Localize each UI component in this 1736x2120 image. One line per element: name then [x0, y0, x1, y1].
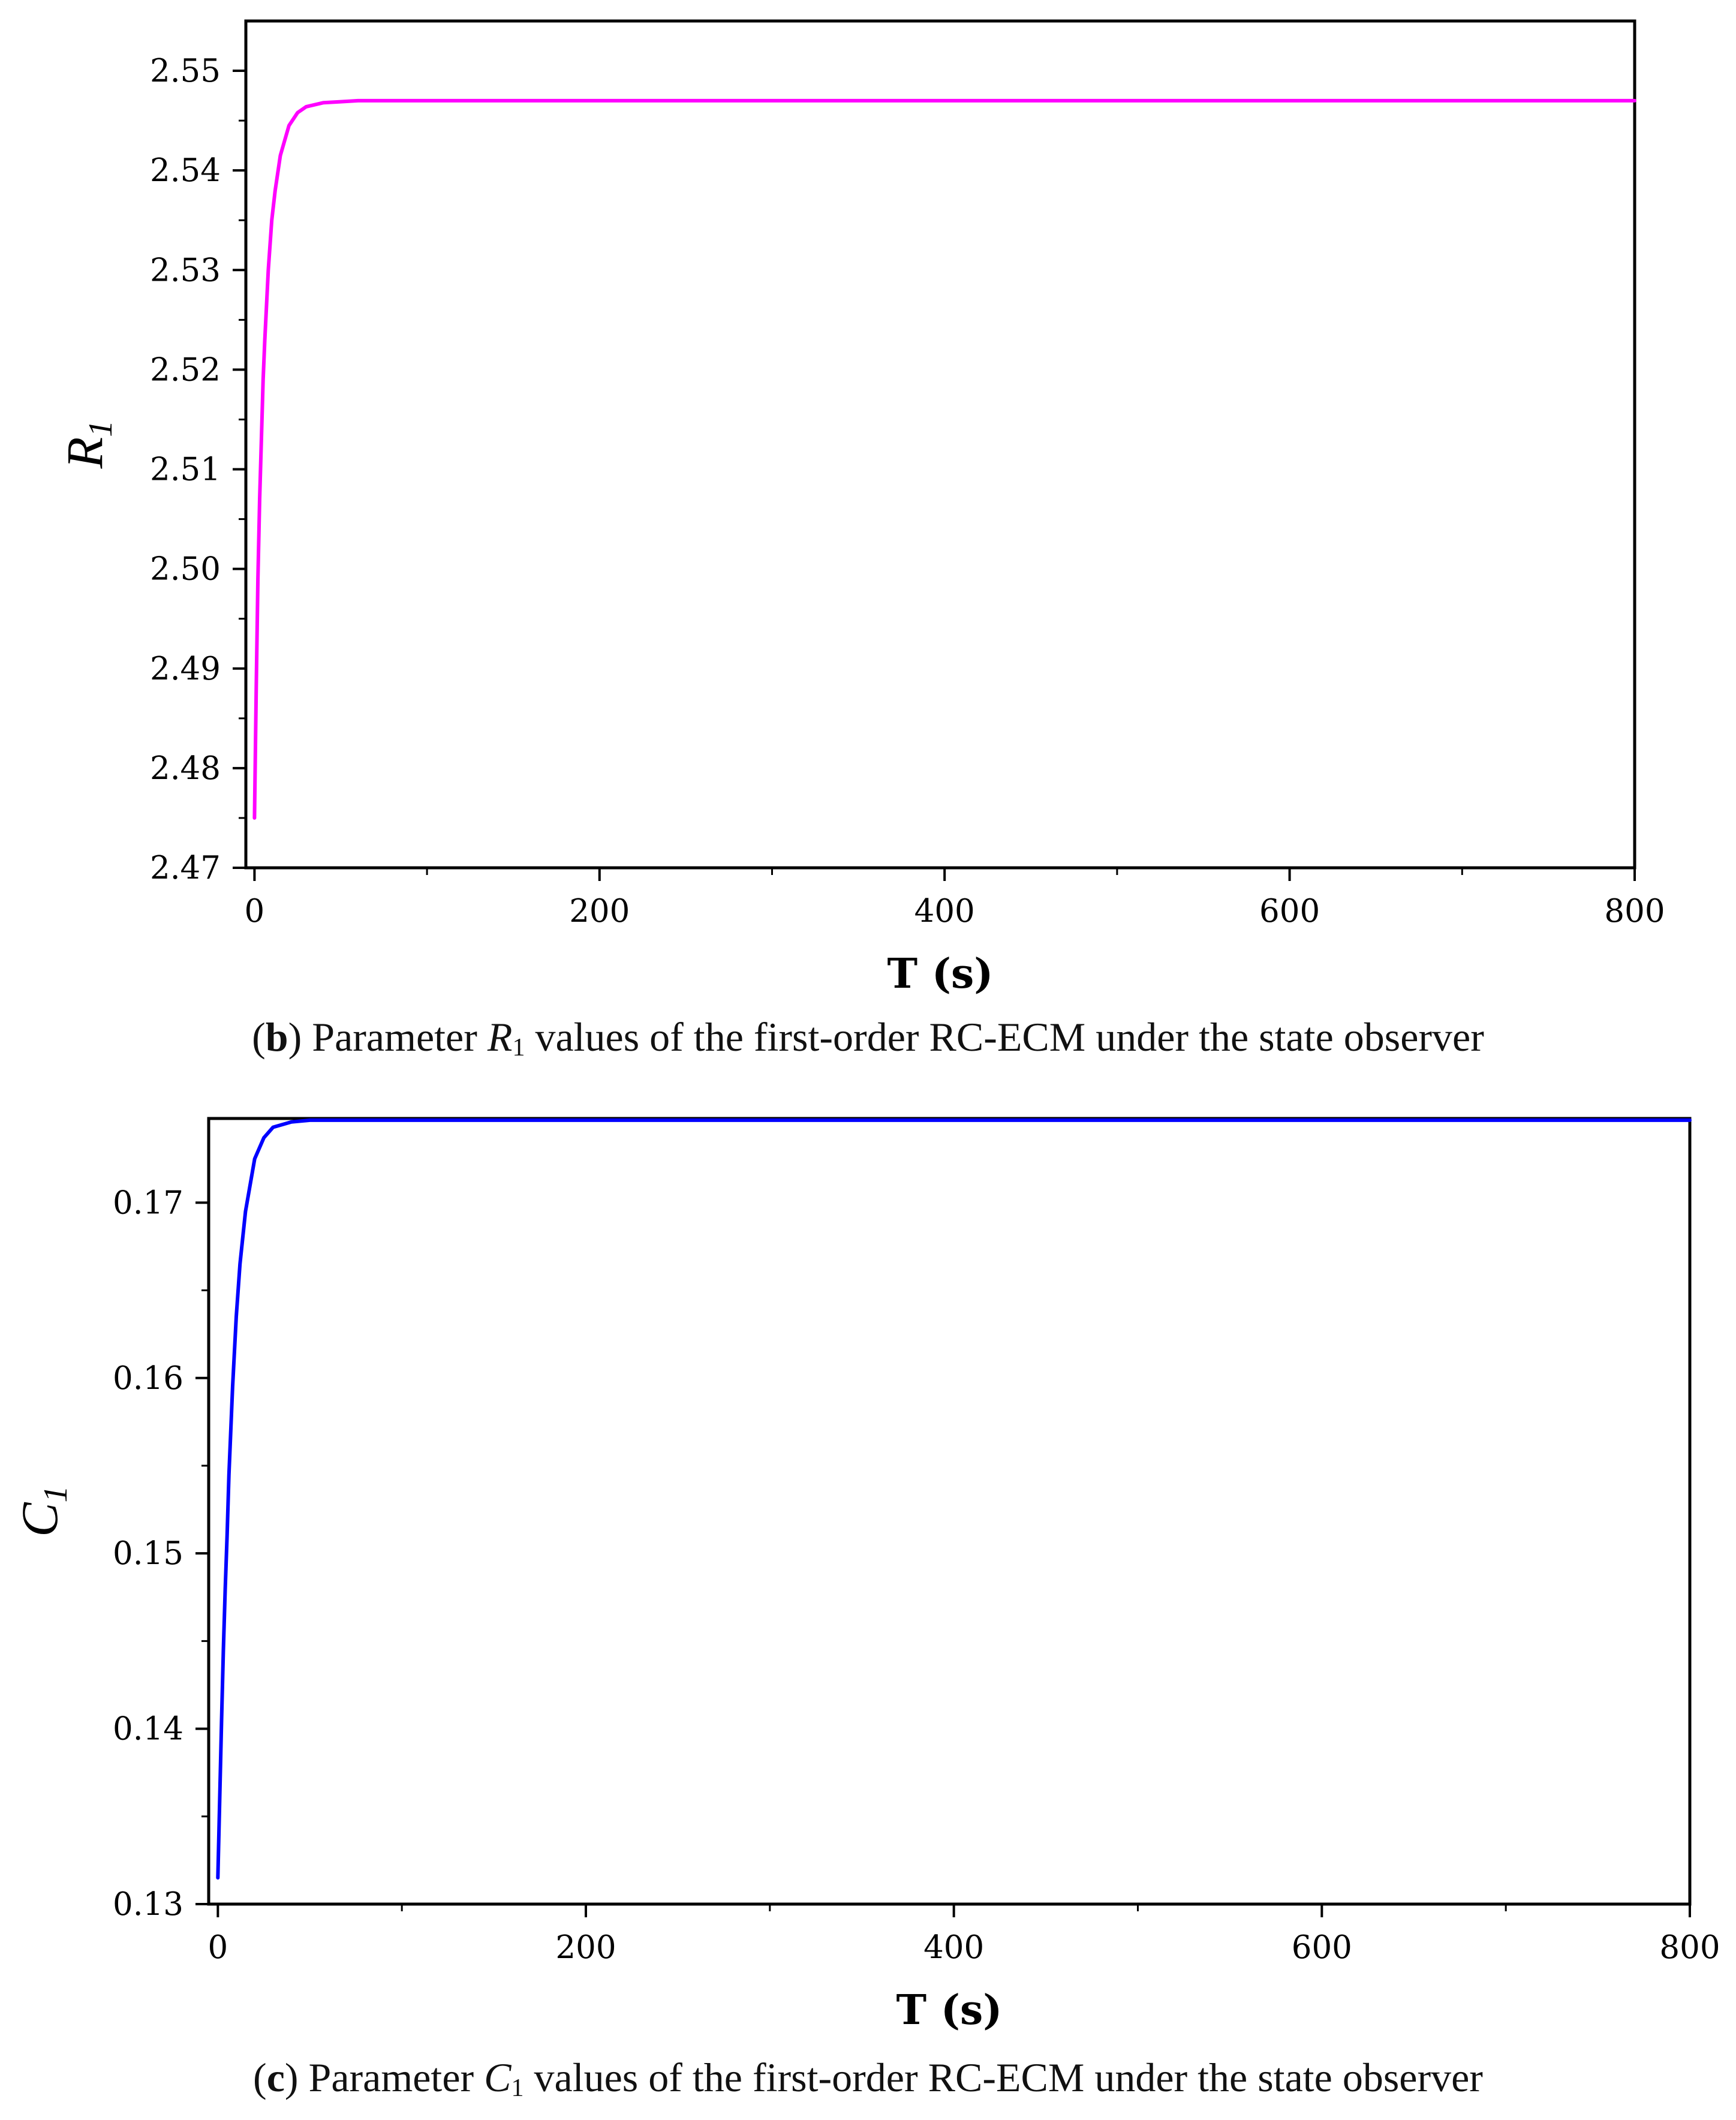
- caption-c-text-after: values of the first-order RC-ECM under t…: [523, 2055, 1483, 2100]
- y-tick-label: 2.48: [150, 750, 221, 787]
- x-tick-label: 200: [569, 893, 630, 930]
- y-axis-label-subscript: 1: [82, 420, 119, 437]
- caption-c-symbol: C: [484, 2055, 512, 2100]
- plot-frame: [207, 1117, 1692, 1906]
- caption-c: (c) Parameter C1 values of the first-ord…: [253, 2055, 1483, 2102]
- x-tick-label: 600: [1292, 1929, 1352, 1966]
- caption-c-letter: c: [266, 2055, 285, 2100]
- y-tick-label: 0.14: [113, 1711, 183, 1748]
- y-tick-label: 2.53: [150, 252, 221, 288]
- x-axis-label: T (s): [896, 1986, 1003, 2034]
- y-axis-label: R1: [56, 420, 119, 470]
- y-tick-label: 2.55: [150, 53, 221, 89]
- x-tick-label: 400: [914, 893, 975, 930]
- series-line: [216, 1118, 1692, 1880]
- caption-c-text-before: Parameter: [298, 2055, 485, 2100]
- x-tick-label: 600: [1259, 893, 1320, 930]
- y-tick-label: 0.17: [113, 1184, 183, 1221]
- series-line: [252, 98, 1636, 820]
- caption-b-text-after: values of the first-order RC-ECM under t…: [525, 1014, 1484, 1060]
- x-tick-label: 800: [1604, 893, 1665, 930]
- y-axis-label: C1: [11, 1485, 74, 1536]
- x-tick-label: 200: [555, 1929, 616, 1966]
- chart-b: 2.47 2.48 2.49 2.50 2.51 2.52 2.53 2.54 2.55 0 200…: [56, 19, 1665, 998]
- y-axis-label-symbol: C: [11, 1502, 68, 1537]
- y-tick-label: 2.50: [150, 551, 221, 588]
- x-tick-label: 0: [207, 1929, 228, 1966]
- y-axis-label-symbol: R: [56, 437, 113, 470]
- caption-b-symbol: R: [487, 1014, 513, 1060]
- chart-c: 0.13 0.14 0.15 0.16 0.17 0 200 400 600 800 T (s) C1: [11, 1117, 1720, 2034]
- caption-b-symbol-sub: 1: [512, 1034, 525, 1061]
- x-tick-label: 0: [245, 893, 265, 930]
- y-axis-label-subscript: 1: [37, 1485, 74, 1502]
- x-tick-label: 800: [1659, 1929, 1720, 1966]
- plot-frame: [244, 19, 1636, 870]
- caption-c-symbol-sub: 1: [511, 2074, 524, 2102]
- y-tick-label: 2.54: [150, 152, 221, 189]
- x-axis-label: T (s): [887, 950, 994, 998]
- y-tick-label: 2.52: [150, 351, 221, 388]
- caption-b-letter: b: [265, 1014, 288, 1060]
- y-tick-label: 0.13: [113, 1886, 183, 1923]
- caption-b: (b) Parameter R1 values of the first-ord…: [252, 1014, 1484, 1061]
- y-tick-label: 2.47: [150, 850, 221, 886]
- y-tick-label: 0.15: [113, 1535, 183, 1572]
- y-tick-label: 2.51: [150, 452, 221, 488]
- x-tick-label: 400: [923, 1929, 984, 1966]
- y-tick-label: 0.16: [113, 1360, 183, 1397]
- y-tick-label: 2.49: [150, 651, 221, 687]
- caption-b-text-before: Parameter: [302, 1014, 488, 1060]
